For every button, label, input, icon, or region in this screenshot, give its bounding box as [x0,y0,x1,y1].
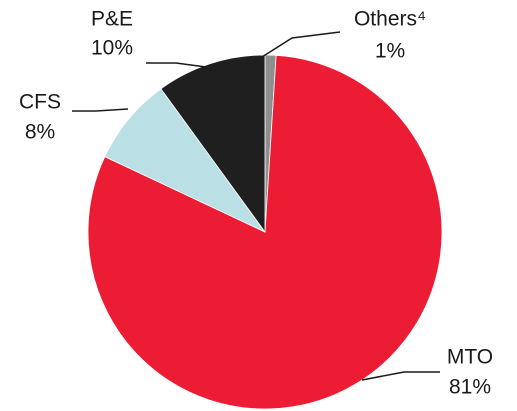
value-label: 1% [375,40,405,63]
slice-label: Others⁴ [354,8,426,31]
leader-line [146,62,207,68]
leader-line [361,371,440,381]
pie-slice [160,54,266,234]
slice-label: CFS [19,91,61,114]
leader-line [72,108,129,112]
pie [87,54,443,410]
value-label: 10% [91,37,133,60]
leader-line [261,31,341,58]
value-label: 81% [449,376,491,399]
pie-slice [104,88,266,233]
slice-label: MTO [447,346,493,369]
value-label: 8% [25,121,55,144]
slice-label: P&E [91,8,133,31]
